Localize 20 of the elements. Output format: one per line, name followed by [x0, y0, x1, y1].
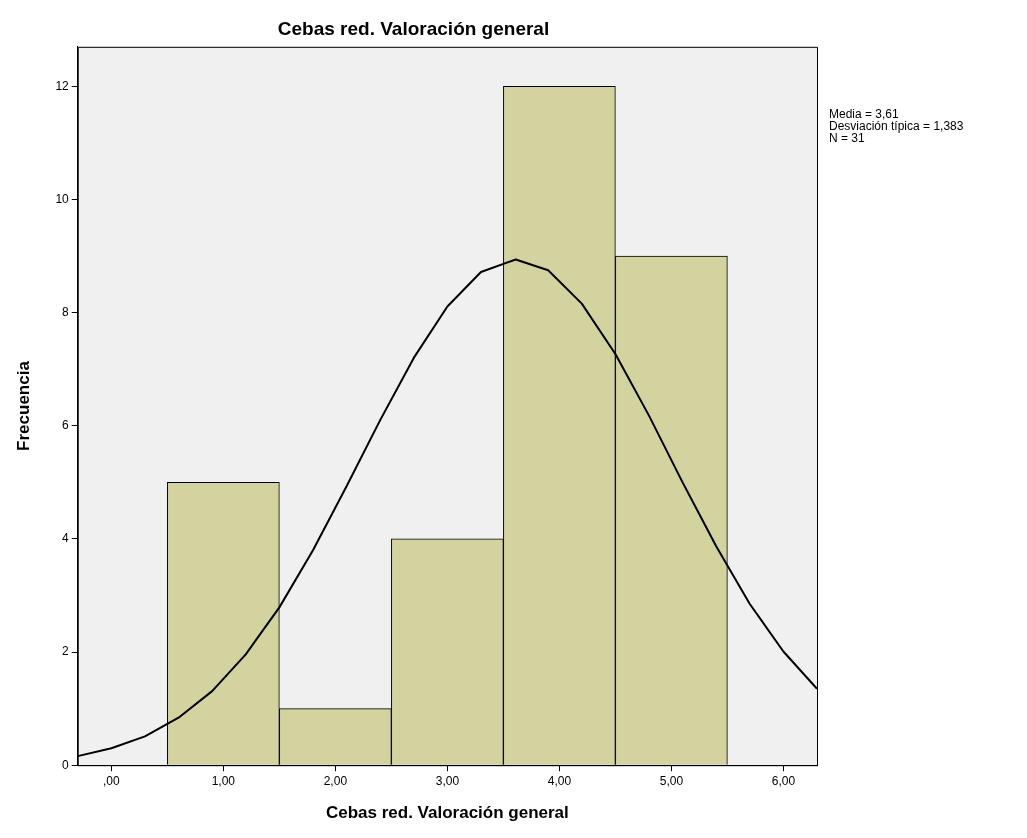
x-axis-title: Cebas red. Valoración general: [325, 803, 569, 823]
text: Media = 3,61: [829, 107, 900, 122]
y-tick-label: 8: [62, 304, 70, 319]
y-tick-label: 4: [62, 531, 70, 546]
x-tick-label: 3,00: [435, 773, 460, 788]
x-tick-label: 6,00: [771, 773, 796, 788]
y-tick-label: 0: [62, 757, 70, 772]
y-tick-label: 6: [62, 418, 70, 433]
y-axis-title: Frecuencia: [13, 360, 33, 451]
x-tick-label: 4,00: [547, 773, 572, 788]
x-tick-label: ,00: [103, 773, 121, 788]
chart-title: Cebas red. Valoración general: [277, 17, 550, 39]
y-tick-label: 2: [62, 644, 70, 659]
y-tick-label: 12: [55, 78, 70, 93]
text: N = 31: [829, 131, 866, 146]
x-tick-label: 2,00: [323, 773, 348, 788]
text: Desviación típica = 1,383: [829, 119, 964, 134]
x-tick-label: 1,00: [211, 773, 236, 788]
y-tick-label: 10: [55, 191, 70, 206]
x-tick-label: 5,00: [659, 773, 684, 788]
